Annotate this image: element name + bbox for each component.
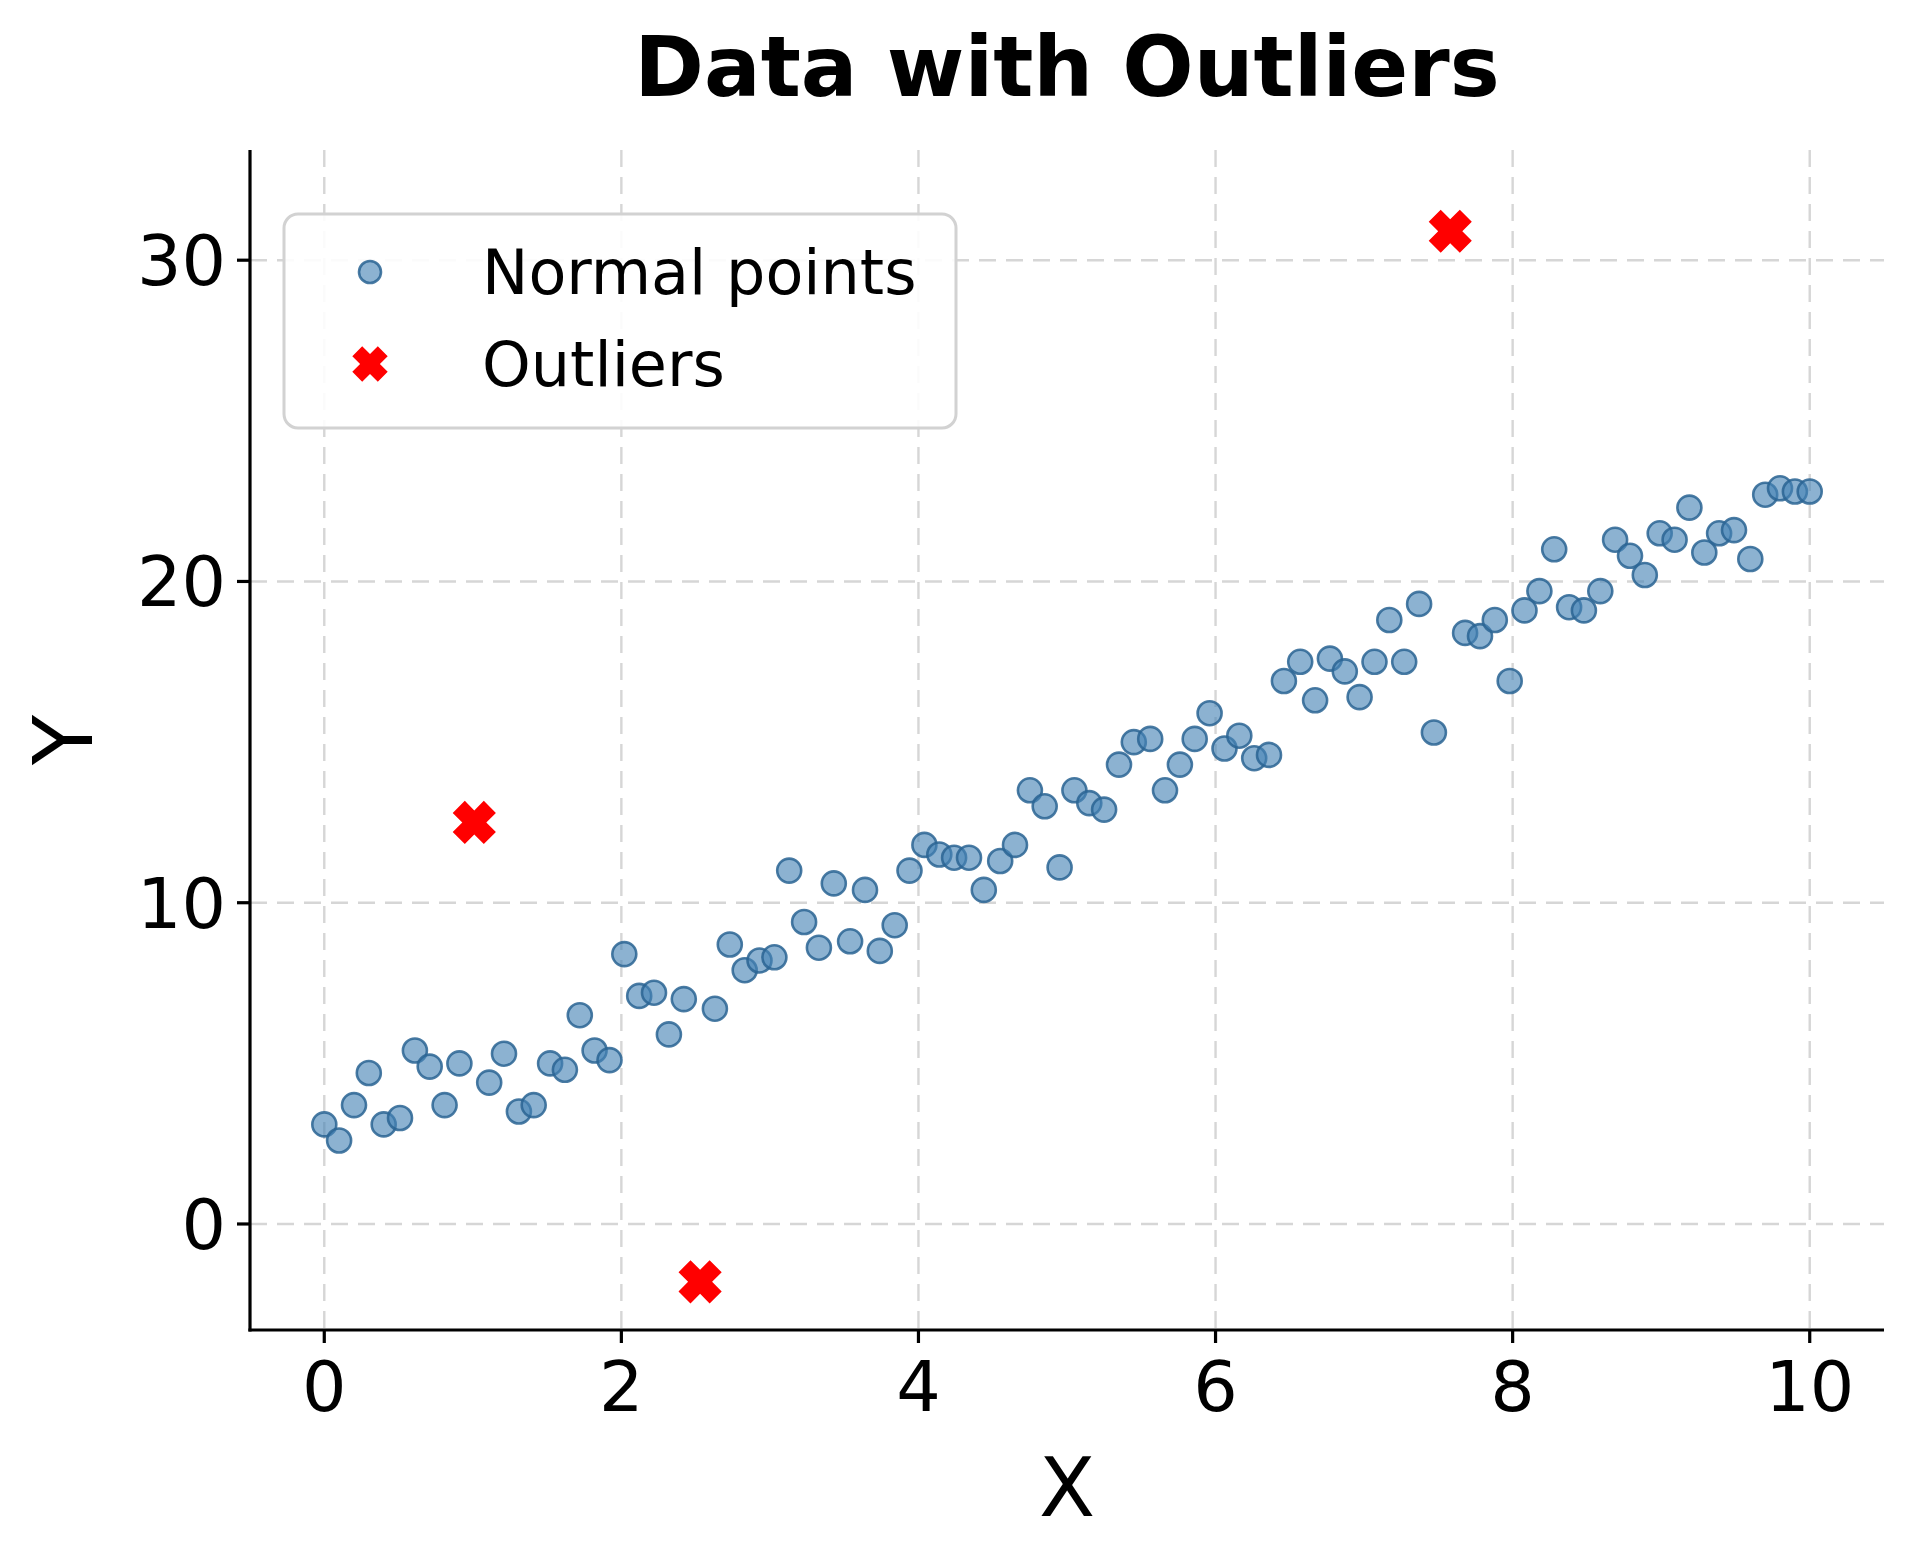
data-point-normal: [1588, 579, 1612, 603]
data-point-normal: [1257, 743, 1281, 767]
data-point-normal: [868, 939, 892, 963]
legend: Normal points Outliers: [284, 214, 956, 428]
data-point-normal: [1527, 579, 1551, 603]
scatter-chart: 0 2 4 6 8 10 0 10 20 30 Data with Outliers X Y No…: [0, 0, 1909, 1562]
x-tick-label: 4: [896, 1346, 941, 1428]
data-point-normal: [522, 1093, 546, 1117]
data-point-normal: [1722, 518, 1746, 542]
x-tick-label: 6: [1193, 1346, 1238, 1428]
data-point-normal: [1392, 650, 1416, 674]
data-point-normal: [657, 1022, 681, 1046]
data-point-normal: [1288, 650, 1312, 674]
data-point-normal: [612, 942, 636, 966]
data-point-outlier: [679, 1260, 722, 1303]
data-point-normal: [327, 1129, 351, 1153]
data-point-normal: [447, 1051, 471, 1075]
data-point-normal: [1107, 753, 1131, 777]
data-point-normal: [1377, 608, 1401, 632]
y-tick-label: 0: [181, 1184, 226, 1266]
data-point-normal: [1407, 592, 1431, 616]
data-point-normal: [1798, 480, 1822, 504]
data-point-normal: [1153, 778, 1177, 802]
data-point-normal: [853, 878, 877, 902]
chart-title: Data with Outliers: [634, 18, 1499, 116]
data-point-normal: [1227, 724, 1251, 748]
data-point-normal: [1483, 608, 1507, 632]
data-point-normal: [598, 1048, 622, 1072]
data-point-normal: [568, 1003, 592, 1027]
data-point-normal: [1168, 753, 1192, 777]
data-point-normal: [1198, 701, 1222, 725]
x-tick-label: 8: [1490, 1346, 1535, 1428]
data-point-normal: [898, 859, 922, 883]
data-point-normal: [1572, 598, 1596, 622]
data-point-outlier: [453, 801, 496, 844]
data-point-normal: [1272, 669, 1296, 693]
data-point-normal: [492, 1042, 516, 1066]
data-point-normal: [1138, 727, 1162, 751]
x-tick-label: 2: [599, 1346, 644, 1428]
data-point-normal: [1333, 659, 1357, 683]
data-point-normal: [1663, 528, 1687, 552]
data-point-outlier: [1429, 210, 1472, 253]
data-point-normal: [1033, 794, 1057, 818]
data-point-normal: [718, 933, 742, 957]
data-point-normal: [1422, 721, 1446, 745]
data-point-normal: [1303, 688, 1327, 712]
legend-label-normal-points: Normal points: [482, 236, 916, 309]
legend-label-outliers: Outliers: [482, 328, 725, 401]
data-point-normal: [1348, 685, 1372, 709]
data-point-normal: [357, 1061, 381, 1085]
x-tick-label: 0: [302, 1346, 347, 1428]
data-point-normal: [807, 936, 831, 960]
data-point-normal: [342, 1093, 366, 1117]
data-point-normal: [1498, 669, 1522, 693]
y-tick-label: 10: [137, 863, 226, 945]
data-point-normal: [1092, 798, 1116, 822]
data-point-normal: [642, 981, 666, 1005]
data-point-normal: [1048, 855, 1072, 879]
data-point-normal: [553, 1058, 577, 1082]
data-point-normal: [703, 997, 727, 1021]
y-axis-label: Y: [16, 714, 111, 766]
data-point-normal: [1633, 563, 1657, 587]
data-point-normal: [1003, 833, 1027, 857]
data-point-normal: [957, 846, 981, 870]
data-point-normal: [1363, 650, 1387, 674]
data-point-normal: [672, 987, 696, 1011]
data-point-normal: [477, 1071, 501, 1095]
data-point-normal: [762, 945, 786, 969]
data-point-normal: [972, 878, 996, 902]
data-point-normal: [792, 910, 816, 934]
x-tick-label: 10: [1765, 1346, 1854, 1428]
y-tick-label: 30: [137, 220, 226, 302]
x-axis-label: X: [1039, 1440, 1095, 1535]
legend-marker-normal-points: [359, 261, 381, 283]
data-point-normal: [1542, 537, 1566, 561]
data-point-normal: [1183, 727, 1207, 751]
figure: 0 2 4 6 8 10 0 10 20 30 Data with Outliers X Y No…: [0, 0, 1909, 1562]
y-tick-label: 20: [137, 541, 226, 623]
data-point-normal: [822, 871, 846, 895]
data-point-normal: [388, 1106, 412, 1130]
data-point-normal: [433, 1093, 457, 1117]
data-point-normal: [1677, 496, 1701, 520]
data-point-normal: [1738, 547, 1762, 571]
data-point-normal: [838, 929, 862, 953]
data-point-normal: [418, 1055, 442, 1079]
data-point-normal: [883, 913, 907, 937]
data-point-normal: [777, 859, 801, 883]
